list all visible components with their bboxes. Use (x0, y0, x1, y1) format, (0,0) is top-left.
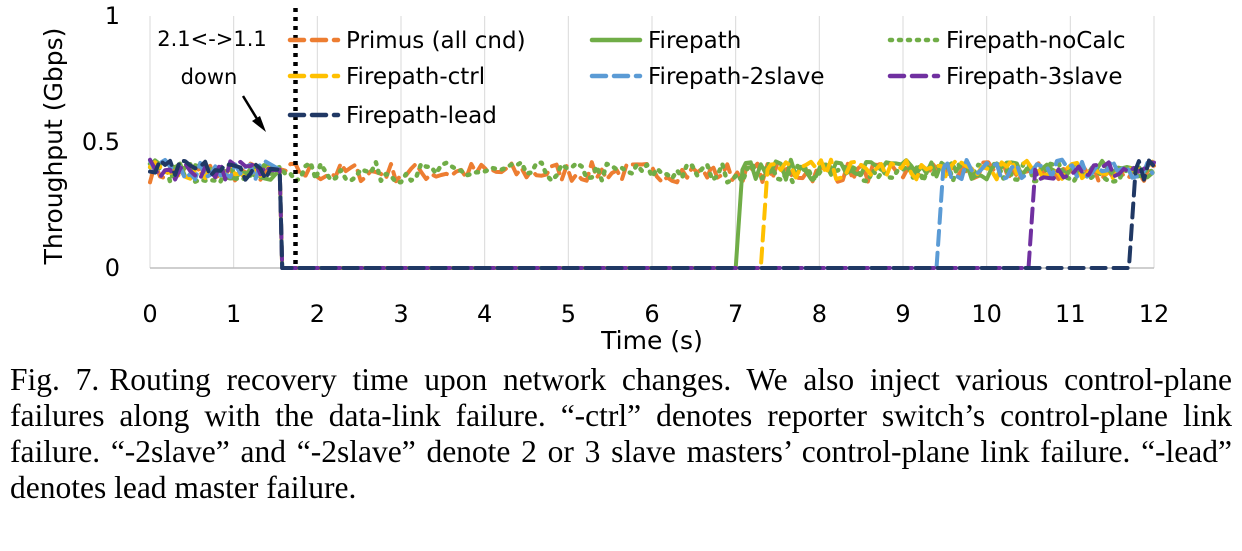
annotation-arrowhead (252, 116, 266, 132)
y-axis-title: Throughput (Gbps) (39, 28, 68, 266)
figure-caption: Fig. 7. Routing recovery time upon networ… (10, 362, 1232, 506)
y-tick-label: 0 (105, 254, 120, 282)
series-line (148, 157, 1155, 270)
x-tick-label: 5 (561, 300, 576, 328)
y-tick-label: 0.5 (82, 128, 120, 156)
x-tick-label: 2 (310, 300, 325, 328)
x-tick-label: 11 (1055, 300, 1086, 328)
x-tick-label: 4 (477, 300, 492, 328)
x-tick-label: 3 (393, 300, 408, 328)
legend-label: Firepath-2slave (648, 64, 825, 90)
legend-label: Firepath-ctrl (346, 64, 485, 90)
throughput-chart: 0 1 2 3 4 5 6 7 8 9 10 11 12 00.51 Time (s) Throughp… (39, 2, 1169, 355)
caption-label: Fig. 7. (10, 362, 100, 397)
x-tick-label: 6 (644, 300, 659, 328)
series-line (148, 158, 1156, 270)
y-axis: 00.51 (82, 2, 120, 282)
annotation-line1: 2.1<->1.1 (157, 27, 267, 51)
x-tick-label: 9 (895, 300, 910, 328)
event-annotation: 2.1<->1.1 down (157, 27, 267, 132)
x-tick-label: 1 (226, 300, 241, 328)
x-tick-label: 8 (812, 300, 827, 328)
x-tick-label: 10 (971, 300, 1002, 328)
legend-label: Firepath (648, 28, 741, 54)
x-axis-title: Time (s) (600, 326, 703, 355)
legend-label: Primus (all cnd) (346, 28, 526, 54)
y-tick-label: 1 (105, 2, 120, 30)
x-tick-label: 0 (142, 300, 157, 328)
legend: Primus (all cnd) Firepath Firepath-noCalc F… (287, 28, 1125, 129)
x-tick-label: 12 (1139, 300, 1170, 328)
caption-text: Routing recovery time upon network chang… (10, 362, 1232, 505)
plot-area (147, 8, 1157, 270)
legend-label: Firepath-noCalc (946, 28, 1125, 54)
x-tick-label: 7 (728, 300, 743, 328)
x-axis: 0 1 2 3 4 5 6 7 8 9 10 11 12 (142, 300, 1169, 328)
legend-label: Firepath-lead (346, 103, 497, 129)
legend-label: Firepath-3slave (946, 64, 1123, 90)
series-line (148, 157, 1155, 270)
annotation-line2: down (181, 65, 238, 89)
